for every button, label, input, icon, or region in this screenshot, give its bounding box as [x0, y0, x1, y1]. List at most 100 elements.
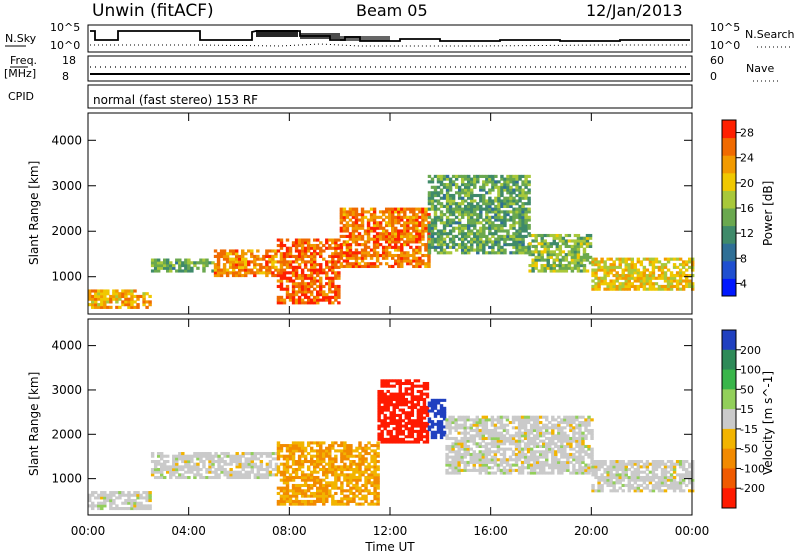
heatmap-cell: [363, 262, 368, 266]
heatmap-cell: [282, 301, 287, 305]
heatmap-cell: [460, 251, 465, 255]
heatmap-cell: [145, 504, 149, 508]
heatmap-cell: [660, 462, 665, 466]
heatmap-cell: [184, 465, 188, 469]
heatmap-cell: [343, 457, 347, 461]
heatmap-cell: [352, 462, 356, 466]
heatmap-cell: [91, 305, 95, 309]
heatmap-cell: [573, 258, 578, 262]
heatmap-cell: [657, 478, 662, 482]
heatmap-cell: [322, 249, 326, 253]
heatmap-cell: [279, 265, 284, 269]
heatmap-cell: [297, 241, 302, 245]
heatmap-cell: [262, 452, 267, 456]
heatmap-cell: [214, 473, 218, 477]
heatmap-cell: [285, 260, 290, 264]
heatmap-cell: [654, 462, 659, 466]
heatmap-cell: [184, 261, 188, 265]
y-tick-label: 2000: [51, 224, 82, 238]
heatmap-cell: [363, 253, 368, 258]
heatmap-cell: [406, 253, 410, 258]
heatmap-cell: [328, 276, 332, 280]
heatmap-cell: [282, 276, 287, 280]
heatmap-cell: [499, 436, 504, 441]
heatmap-cell: [166, 465, 170, 469]
heatmap-cell: [515, 193, 519, 198]
heatmap-cell: [582, 266, 587, 270]
heatmap-cell: [576, 261, 581, 265]
heatmap-cell: [288, 295, 293, 299]
heatmap-cell: [473, 223, 477, 228]
heatmap-cell: [337, 284, 341, 289]
heatmap-cell: [222, 265, 227, 269]
heatmap-cell: [231, 252, 236, 256]
heatmap-cell: [669, 257, 674, 261]
heatmap-cell: [451, 458, 455, 462]
heatmap-cell: [415, 221, 419, 225]
heatmap-cell: [294, 298, 299, 302]
heatmap-cell: [415, 240, 419, 244]
heatmap-cell: [376, 468, 380, 472]
heatmap-cell: [187, 465, 191, 469]
heatmap-cell: [377, 397, 381, 401]
heatmap-cell: [391, 210, 395, 214]
heatmap-cell: [339, 243, 344, 247]
heatmap-cell: [234, 252, 239, 256]
heatmap-cell: [319, 263, 323, 267]
heatmap-cell: [139, 507, 143, 511]
heatmap-cell: [488, 207, 492, 211]
heatmap-cell: [546, 258, 550, 262]
heatmap-cell: [427, 420, 432, 424]
heatmap-cell: [392, 419, 396, 423]
heatmap-cell: [645, 468, 650, 472]
heatmap-cell: [615, 276, 619, 280]
heatmap-cell: [482, 193, 486, 198]
heatmap-cell: [288, 465, 293, 469]
heatmap-cell: [424, 264, 428, 269]
heatmap-cell: [515, 237, 519, 241]
heatmap-cell: [409, 215, 413, 219]
heatmap-cell: [319, 246, 323, 250]
heatmap-cell: [529, 418, 534, 422]
heatmap-cell: [291, 295, 296, 299]
heatmap-cell: [349, 444, 353, 448]
heatmap-cell: [448, 436, 452, 441]
heatmap-cell: [549, 263, 553, 268]
heatmap-cell: [376, 444, 380, 448]
heatmap-cell: [127, 297, 131, 301]
heatmap-cell: [478, 463, 483, 467]
heatmap-cell: [389, 411, 393, 415]
heatmap-cell: [487, 466, 492, 470]
heatmap-cell: [578, 420, 582, 425]
heatmap-cell: [159, 457, 164, 461]
heatmap-cell: [439, 433, 444, 437]
heatmap-cell: [560, 434, 564, 438]
heatmap-cell: [181, 269, 185, 273]
heatmap-cell: [472, 460, 476, 464]
power-cells: [88, 174, 695, 309]
heatmap-cell: [383, 392, 387, 396]
heatmap-cell: [334, 238, 338, 242]
heatmap-cell: [403, 223, 407, 228]
heatmap-cell: [590, 450, 594, 454]
heatmap-cell: [142, 300, 146, 304]
heatmap-cell: [575, 426, 579, 430]
heatmap-cell: [436, 409, 441, 413]
heatmap-cell: [563, 452, 567, 456]
heatmap-cell: [94, 289, 98, 293]
heatmap-cell: [473, 207, 477, 211]
heatmap-cell: [193, 468, 197, 472]
heatmap-cell: [331, 486, 335, 490]
heatmap-cell: [566, 415, 570, 419]
heatmap-cell: [563, 450, 567, 454]
colorbar-tick-label: 12: [740, 227, 754, 240]
heatmap-cell: [276, 499, 281, 503]
heatmap-cell: [609, 468, 613, 472]
heatmap-cell: [391, 240, 395, 244]
heatmap-cell: [627, 486, 631, 490]
heatmap-cell: [181, 460, 185, 464]
heatmap-cell: [448, 463, 452, 467]
heatmap-cell: [675, 279, 680, 283]
heatmap-cell: [624, 263, 628, 267]
heatmap-cell: [419, 397, 424, 401]
